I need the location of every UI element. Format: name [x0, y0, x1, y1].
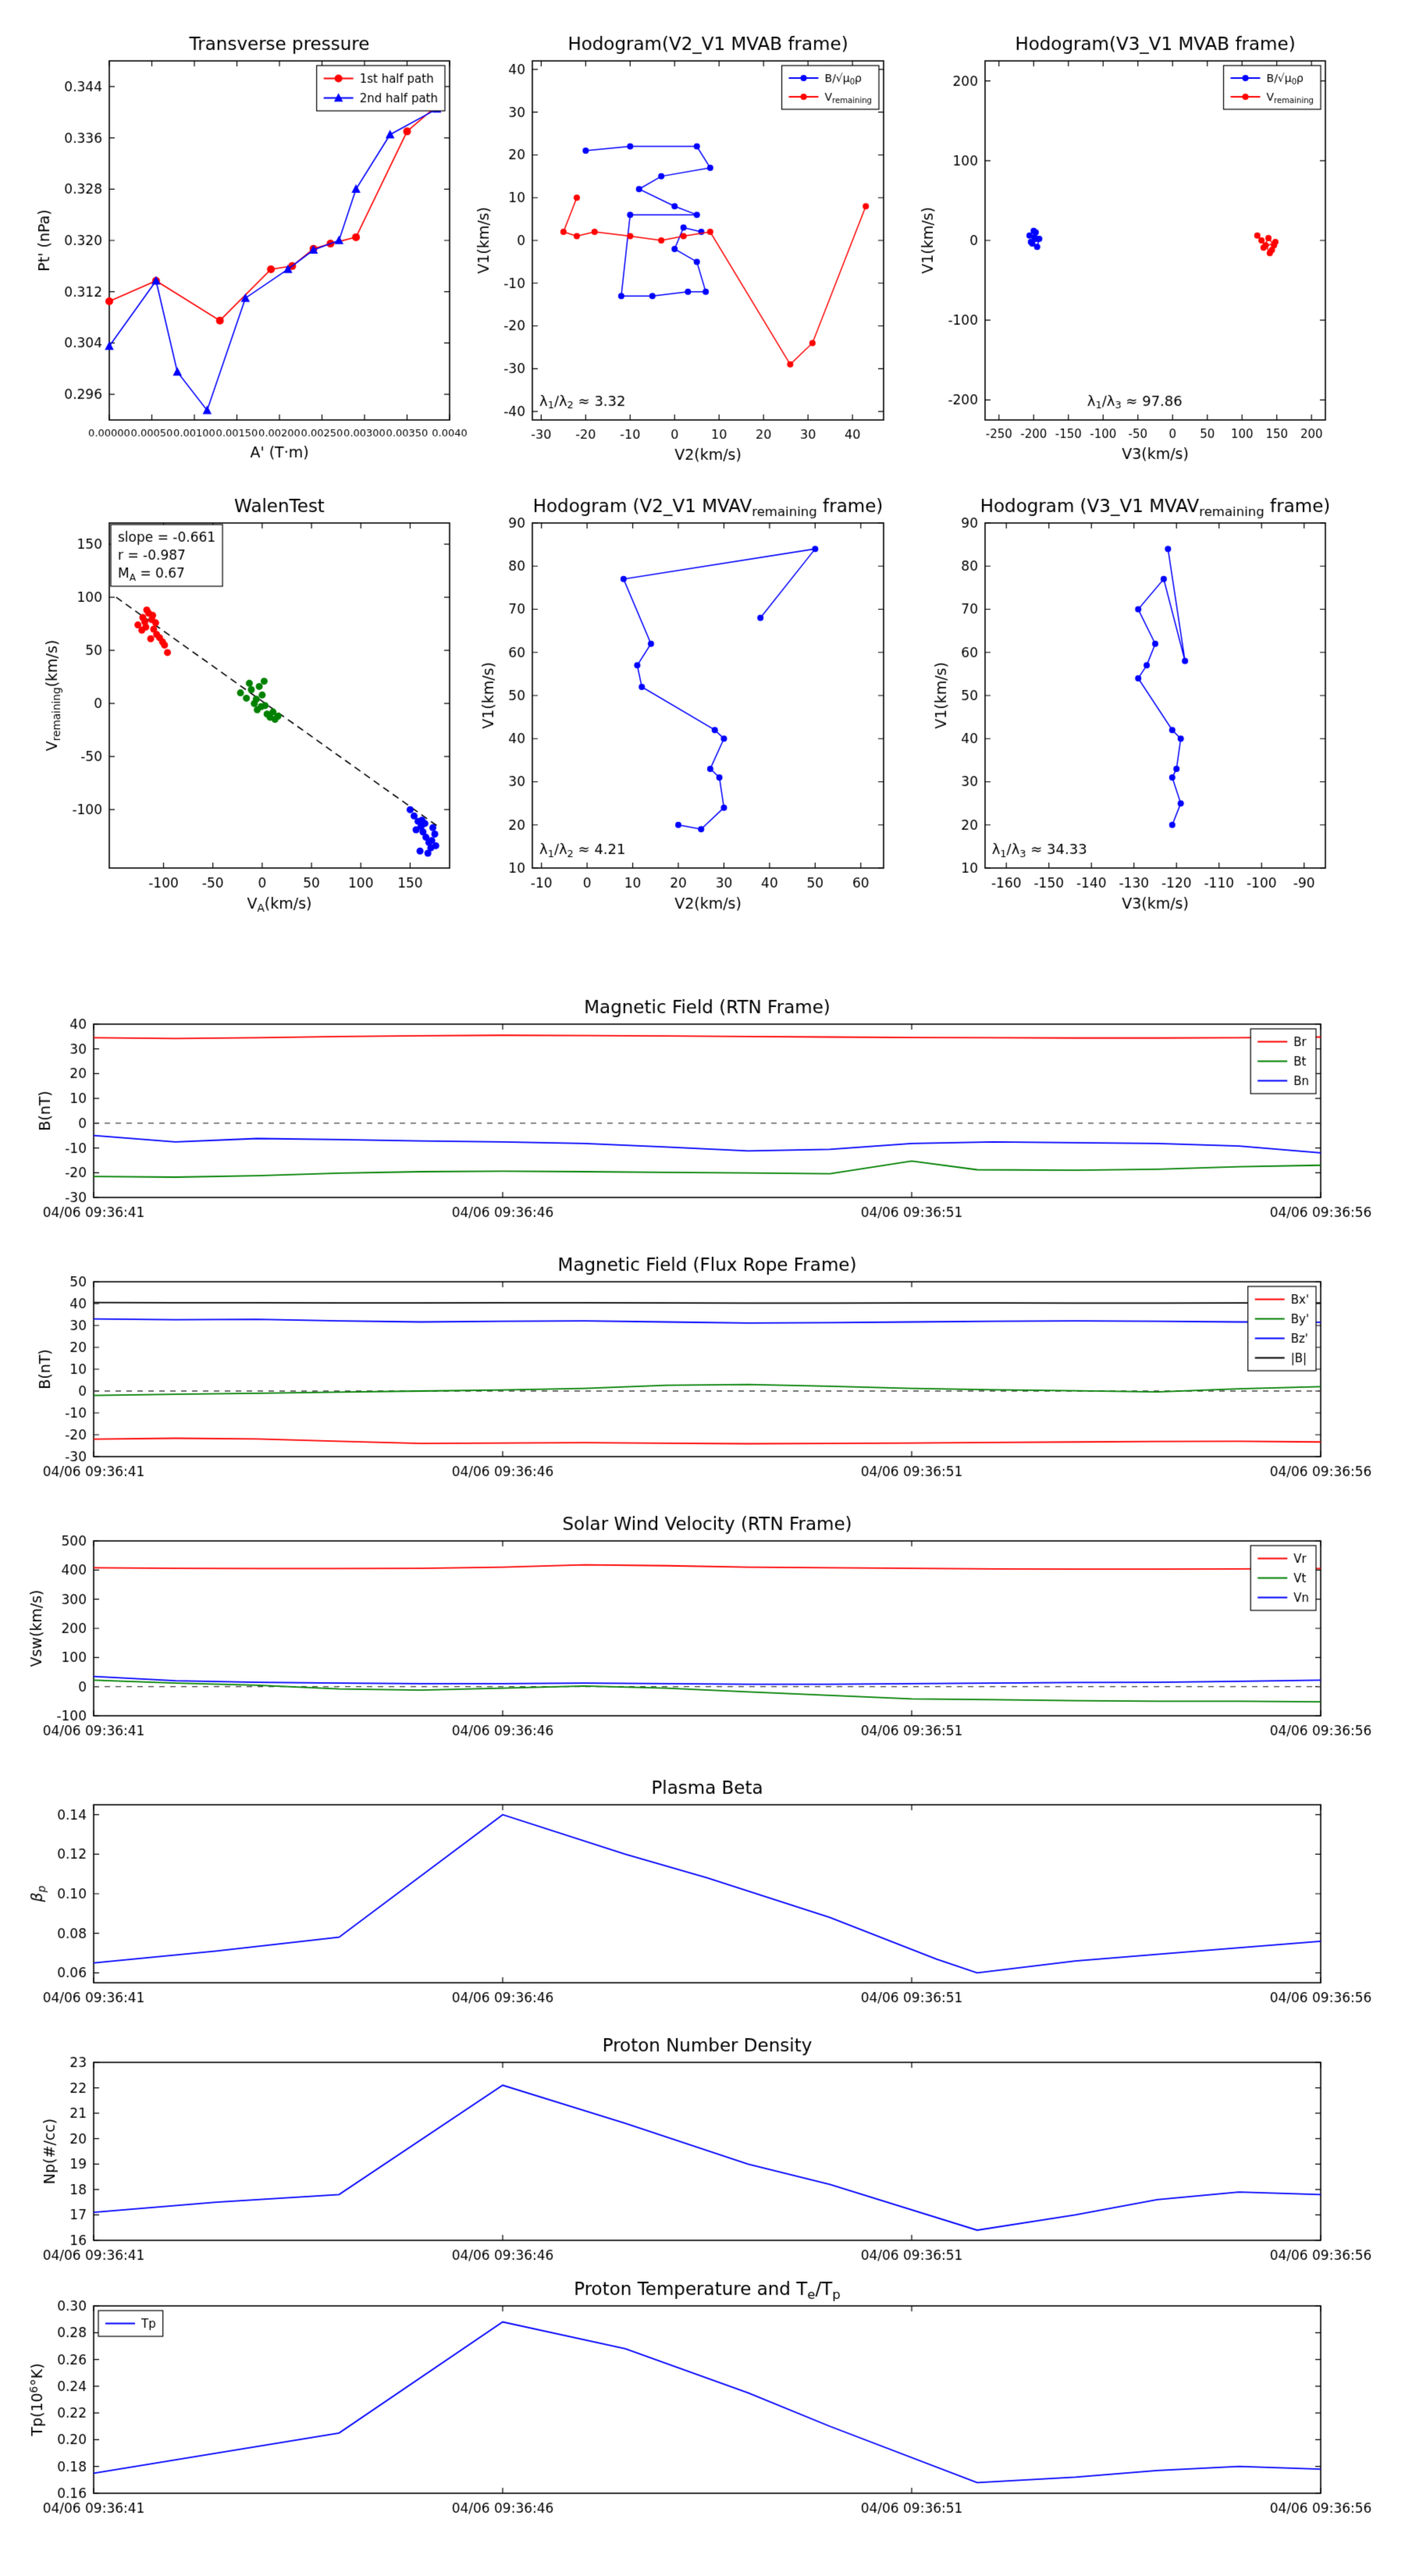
panel-hodogram-v2v1-mvav	[466, 488, 895, 919]
panel-proton-density	[27, 2027, 1332, 2291]
panel-proton-temperature	[27, 2271, 1332, 2544]
panel-hodogram-v2v1-mvab	[466, 26, 895, 471]
panel-solar-wind-velocity	[27, 1506, 1332, 1767]
panel-transverse-pressure	[43, 26, 461, 471]
panel-magnetic-field-flux-rope	[27, 1247, 1332, 1507]
panel-plasma-beta	[27, 1770, 1332, 2033]
panel-hodogram-v3v1-mvab	[919, 26, 1337, 471]
panel-magnetic-field-rtn	[27, 989, 1332, 1248]
panel-hodogram-v3v1-mvav	[919, 488, 1337, 919]
panel-walen-test	[43, 488, 461, 919]
